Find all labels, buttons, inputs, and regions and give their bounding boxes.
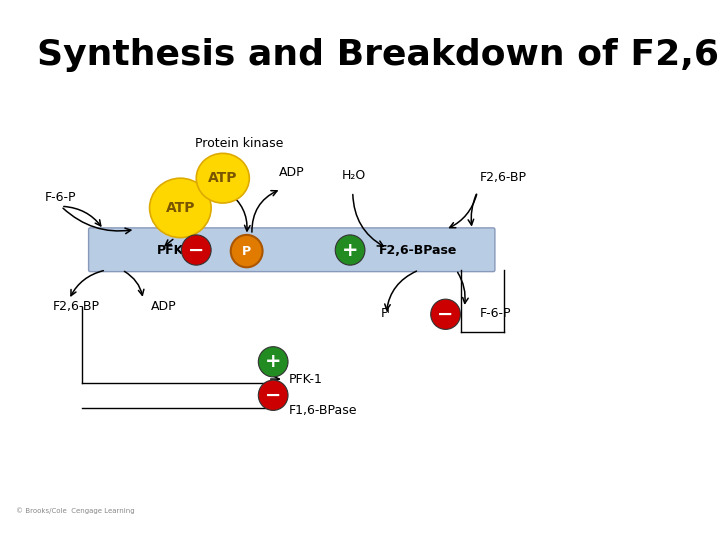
Text: +: + bbox=[265, 352, 282, 372]
Text: F-6-P: F-6-P bbox=[480, 307, 511, 320]
Text: Pᴵ: Pᴵ bbox=[381, 307, 391, 320]
Text: F2,6-BP: F2,6-BP bbox=[53, 300, 100, 313]
Text: ATP: ATP bbox=[166, 201, 195, 215]
Text: F2,6-BP: F2,6-BP bbox=[480, 171, 527, 184]
Text: © Brooks/Cole  Cengage Learning: © Brooks/Cole Cengage Learning bbox=[16, 507, 135, 514]
Text: −: − bbox=[265, 386, 282, 405]
Text: ATP: ATP bbox=[208, 171, 238, 185]
Text: ADP: ADP bbox=[151, 300, 177, 313]
Circle shape bbox=[336, 235, 365, 265]
Text: +: + bbox=[342, 240, 359, 260]
Circle shape bbox=[258, 380, 288, 410]
Circle shape bbox=[431, 299, 460, 329]
Text: Synthesis and Breakdown of F2,6P: Synthesis and Breakdown of F2,6P bbox=[37, 38, 720, 72]
FancyBboxPatch shape bbox=[89, 228, 495, 272]
Text: −: − bbox=[437, 305, 454, 324]
Ellipse shape bbox=[197, 153, 249, 203]
Circle shape bbox=[181, 235, 211, 265]
Text: F1,6-BPase: F1,6-BPase bbox=[289, 404, 358, 417]
Circle shape bbox=[258, 347, 288, 377]
Text: Protein kinase: Protein kinase bbox=[194, 137, 283, 150]
Text: PFK-2: PFK-2 bbox=[156, 244, 197, 256]
Ellipse shape bbox=[150, 178, 211, 238]
Text: H₂O: H₂O bbox=[342, 169, 366, 182]
Text: P: P bbox=[242, 245, 251, 258]
Text: ADP: ADP bbox=[279, 166, 304, 179]
Text: −: − bbox=[188, 240, 204, 260]
Circle shape bbox=[230, 235, 263, 267]
Text: F2,6-BPase: F2,6-BPase bbox=[379, 244, 458, 256]
Text: F-6-P: F-6-P bbox=[45, 191, 76, 204]
Text: PFK-1: PFK-1 bbox=[289, 373, 323, 386]
